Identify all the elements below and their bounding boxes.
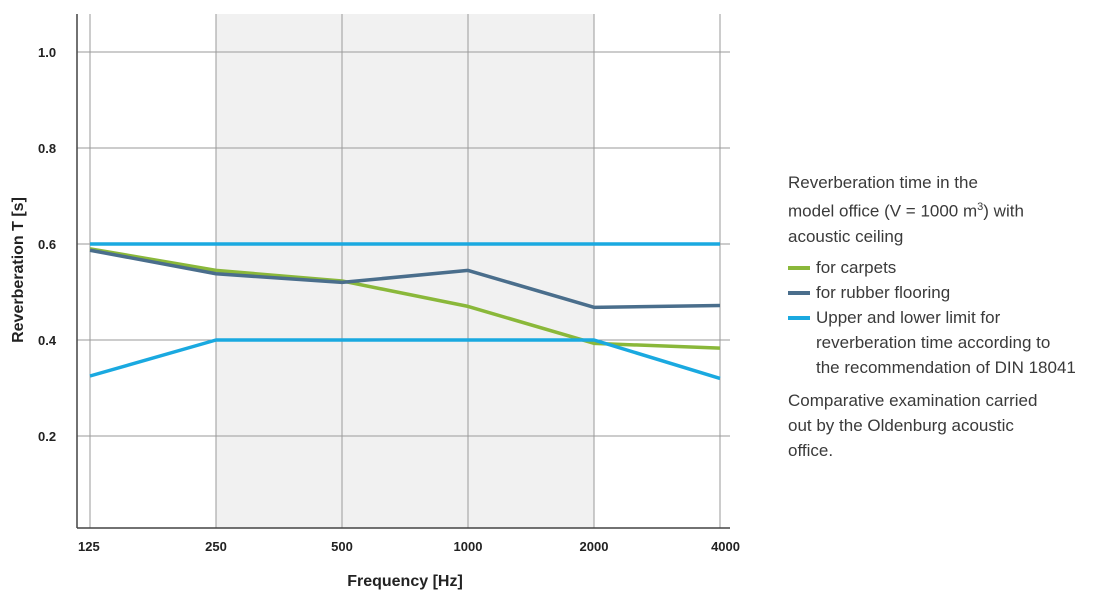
legend-swatch-limits: [788, 315, 810, 320]
x-tick-label: 250: [205, 539, 227, 554]
legend-item-rubber-flooring: for rubber flooring: [788, 280, 1088, 305]
x-tick-label: 4000: [711, 539, 740, 554]
legend-note: Comparative examination carried out by t…: [788, 390, 1038, 460]
legend-item-carpets: for carpets: [788, 255, 1088, 280]
chart: 0.2 0.4 0.6 0.8 1.0 125 250 500 1000 2000 4000 Fr…: [10, 14, 740, 590]
legend-title-line2-post: ) with: [983, 201, 1024, 221]
x-tick-label: 2000: [580, 539, 609, 554]
series-line-rubber-flooring: [89, 248, 721, 310]
legend-swatch-carpets: [788, 265, 810, 270]
y-tick-label: 0.4: [38, 333, 57, 348]
x-tick-label: 1000: [454, 539, 483, 554]
y-tick-label: 0.6: [38, 237, 56, 252]
x-axis-title: Frequency [Hz]: [347, 573, 463, 590]
axes: [76, 14, 730, 529]
legend-swatch-rubber-flooring: [788, 290, 810, 295]
legend-label-limits: Upper and lower limit for reverberation …: [816, 307, 1076, 377]
legend: Reverberation time in the model office (…: [788, 170, 1088, 463]
legend-label-rubber-flooring: for rubber flooring: [816, 282, 951, 302]
legend-title: Reverberation time in the model office (…: [788, 170, 1088, 249]
y-tick-labels: 0.2 0.4 0.6 0.8 1.0: [38, 45, 57, 444]
series-line-lower-limit: [89, 338, 721, 381]
x-tick-label: 125: [78, 539, 100, 554]
x-tick-labels: 125 250 500 1000 2000 4000: [78, 539, 740, 554]
series-line-carpets: [89, 247, 721, 350]
y-axis-title: Reverberation T [s]: [10, 197, 27, 343]
legend-title-superscript: 3: [977, 201, 984, 213]
x-tick-label: 500: [331, 539, 353, 554]
y-tick-label: 1.0: [38, 45, 56, 60]
series-lines: [89, 242, 721, 381]
legend-label-carpets: for carpets: [816, 257, 897, 277]
legend-title-line2-pre: model office (V = 1000 m: [788, 201, 978, 221]
legend-item-limits: Upper and lower limit for reverberation …: [788, 305, 1088, 380]
legend-title-line1: Reverberation time in the: [788, 173, 978, 192]
legend-title-line3: acoustic ceiling: [788, 226, 904, 246]
y-tick-label: 0.2: [38, 429, 56, 444]
y-tick-label: 0.8: [38, 141, 56, 156]
shaded-band: [216, 14, 594, 528]
